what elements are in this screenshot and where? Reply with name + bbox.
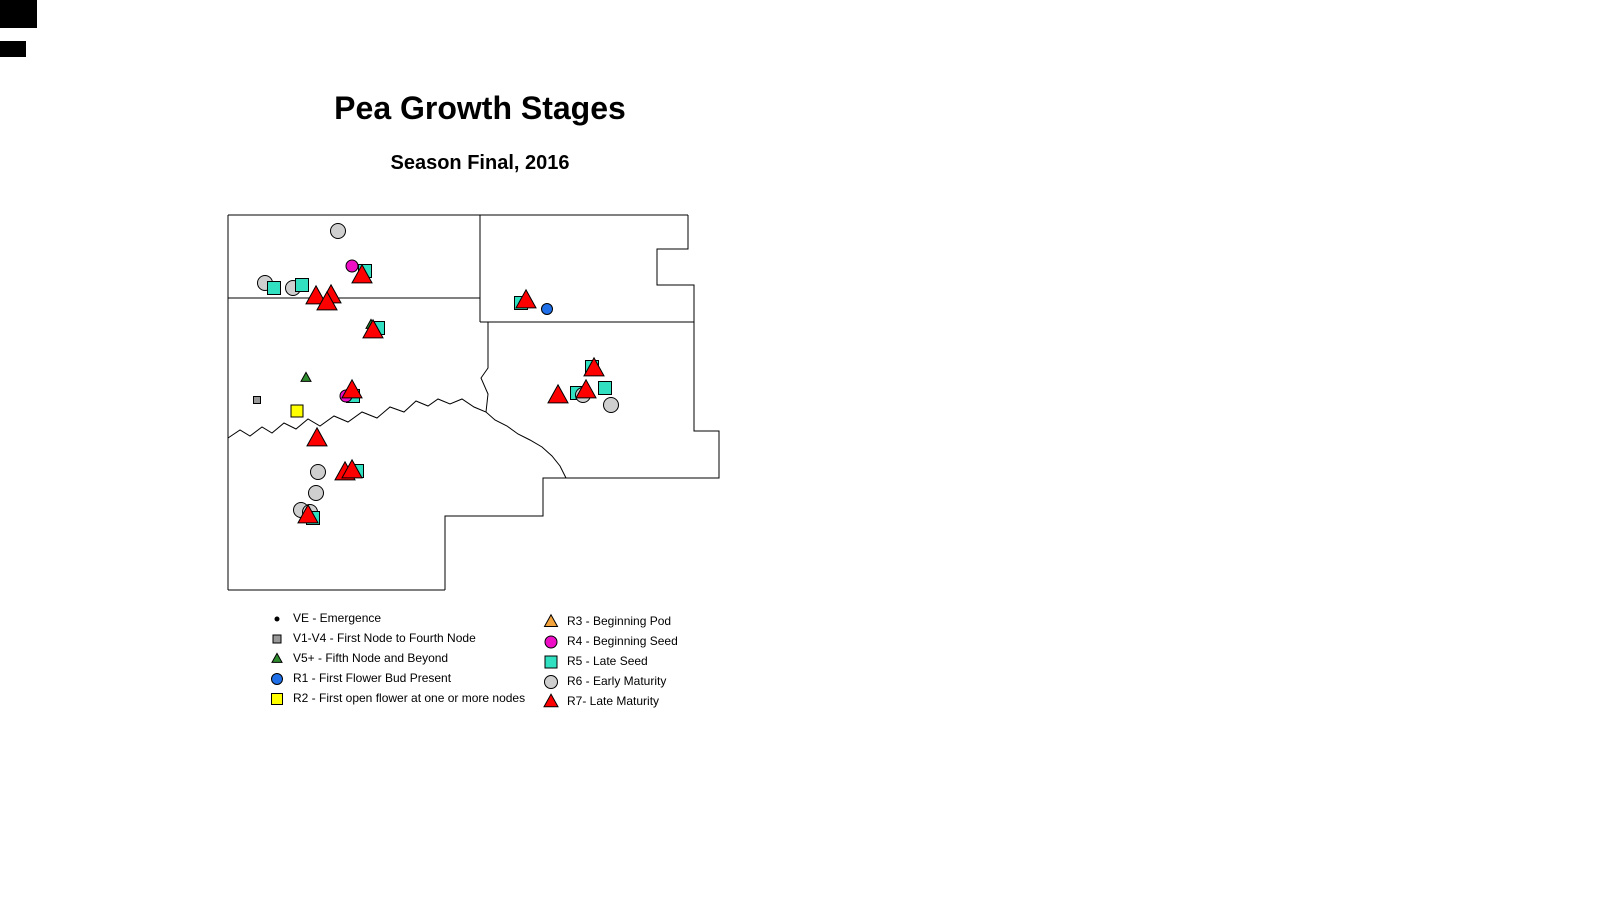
legend-label: R4 - Beginning Seed <box>567 634 678 648</box>
r6-marker <box>310 464 326 480</box>
legend-label: R2 - First open flower at one or more no… <box>293 691 526 705</box>
r3-legend-icon <box>543 613 559 627</box>
r2-legend-icon <box>271 693 283 705</box>
r7-marker <box>306 426 328 447</box>
r2-marker <box>290 404 304 418</box>
legend-label: R7- Late Maturity <box>567 694 660 708</box>
page-subtitle: Season Final, 2016 <box>390 152 570 174</box>
legend-item: R6 - Early Maturity <box>541 671 678 691</box>
r5-marker <box>267 281 281 295</box>
r6-marker <box>603 397 619 413</box>
legend-item: V5+ - Fifth Node and Beyond <box>267 648 525 668</box>
county-boundary <box>444 477 601 590</box>
legend-column-reproductive: R3 - Beginning Pod R4 - Beginning Seed R5 … <box>541 611 678 711</box>
legend-label: VE - Emergence <box>293 611 382 625</box>
r7-marker <box>305 284 327 305</box>
county-boundary <box>656 215 695 322</box>
county-boundary <box>601 322 720 479</box>
v5+-marker <box>300 371 312 382</box>
r7-marker <box>583 356 605 377</box>
r1-marker <box>541 303 553 315</box>
r7-marker <box>515 288 537 309</box>
legend-item: R4 - Beginning Seed <box>541 631 678 651</box>
county-map <box>227 214 720 591</box>
map-markers <box>253 223 619 525</box>
legend-label: V1-V4 - First Node to Fourth Node <box>293 631 476 645</box>
v1-v4-legend-icon <box>272 634 282 644</box>
screen-artifact <box>0 41 26 57</box>
legend-label: R5 - Late Seed <box>567 654 648 668</box>
r6-marker <box>308 485 324 501</box>
r7-marker <box>297 503 319 524</box>
county-boundaries <box>227 214 720 591</box>
r6-marker <box>330 223 346 239</box>
legend-item: R5 - Late Seed <box>541 651 678 671</box>
r1-legend-icon <box>271 673 283 685</box>
r7-marker <box>351 263 373 284</box>
legend-label: R1 - First Flower Bud Present <box>293 671 452 685</box>
v5+-legend-icon <box>271 652 283 663</box>
r7-marker <box>316 290 338 311</box>
r7-marker <box>575 378 597 399</box>
screen-artifact <box>0 0 37 28</box>
r5-legend-icon <box>544 655 558 669</box>
r7-marker <box>547 383 569 404</box>
r7-marker <box>341 458 363 479</box>
r4-legend-icon <box>544 635 558 649</box>
r7-legend-icon <box>543 693 559 708</box>
v1-v4-marker <box>253 396 261 404</box>
legend-label: R3 - Beginning Pod <box>567 614 672 628</box>
legend-label: R6 - Early Maturity <box>567 674 667 688</box>
legend-item: R2 - First open flower at one or more no… <box>267 688 525 708</box>
legend-column-vegetative: VE - Emergence V1-V4 - First Node to Four… <box>267 608 525 708</box>
r5-marker <box>598 381 612 395</box>
r7-marker <box>341 378 363 399</box>
r6-legend-icon <box>544 675 558 689</box>
county-boundary <box>227 398 601 479</box>
legend-item: R3 - Beginning Pod <box>541 611 678 631</box>
county-boundary <box>480 322 489 413</box>
r5-marker <box>295 278 309 292</box>
ve-legend-icon <box>274 616 280 622</box>
r4-marker <box>345 259 359 273</box>
legend-item: VE - Emergence <box>267 608 525 628</box>
r7-marker <box>362 318 384 339</box>
legend-item: R7- Late Maturity <box>541 691 678 711</box>
page-title: Pea Growth Stages <box>334 90 626 126</box>
legend-item: R1 - First Flower Bud Present <box>267 668 525 688</box>
legend-label: V5+ - Fifth Node and Beyond <box>293 651 449 665</box>
legend-item: V1-V4 - First Node to Fourth Node <box>267 628 525 648</box>
